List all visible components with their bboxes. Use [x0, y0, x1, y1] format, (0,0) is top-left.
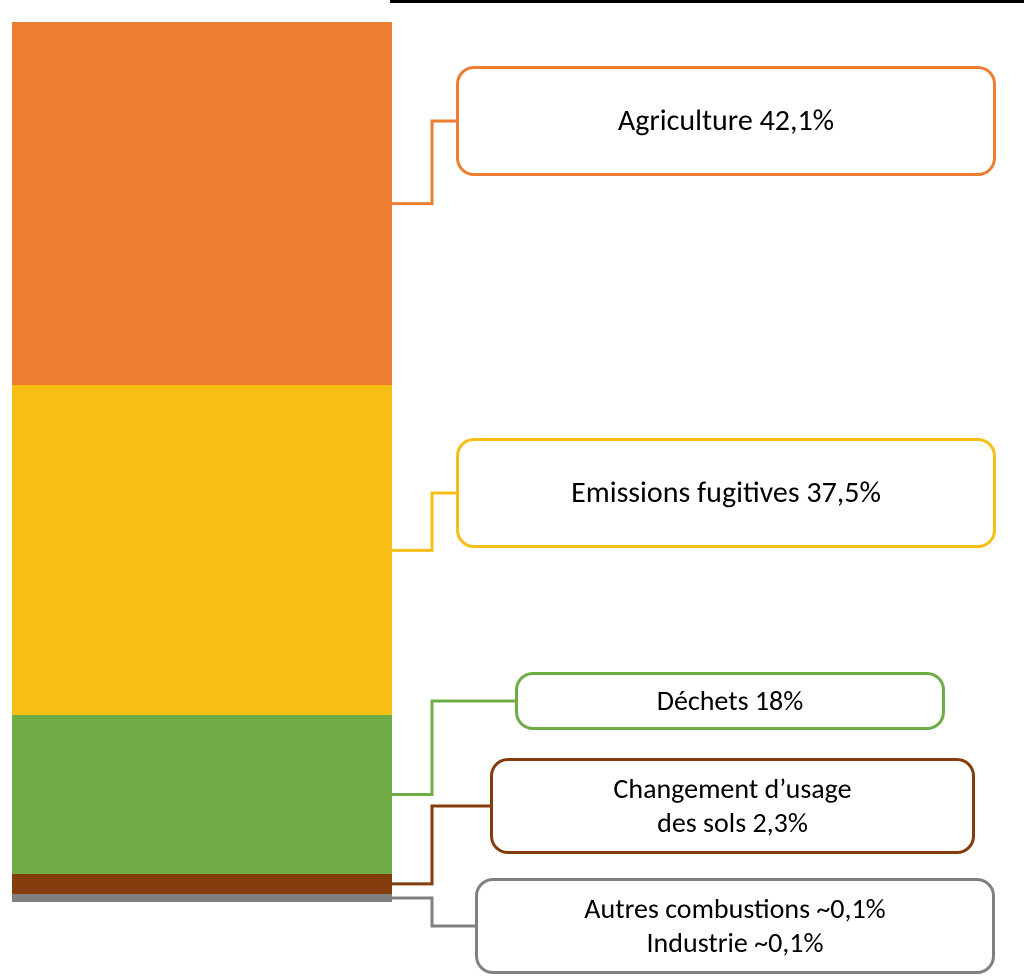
callout-label-agriculture: Agriculture 42,1% — [618, 103, 834, 139]
callout-dechets: Déchets 18% — [515, 672, 945, 730]
connector-fugitive — [390, 491, 458, 552]
callout-agriculture: Agriculture 42,1% — [456, 66, 996, 176]
callout-label-sols: Changement d’usagedes sols 2,3% — [613, 772, 851, 839]
callout-label-fugitive: Emissions fugitives 37,5% — [571, 475, 881, 511]
callout-sols: Changement d’usagedes sols 2,3% — [490, 758, 975, 854]
page-top-rule — [390, 0, 1024, 3]
callout-label-autres: Autres combustions ~0,1%Industrie ~0,1% — [584, 892, 885, 959]
bar-segment-autres — [12, 894, 392, 902]
bar-segment-sols — [12, 874, 392, 894]
connector-sols — [390, 804, 492, 886]
bar-segment-fugitive — [12, 385, 392, 715]
callout-autres: Autres combustions ~0,1%Industrie ~0,1% — [475, 878, 995, 974]
connector-agriculture — [390, 119, 458, 206]
bar-segment-dechets — [12, 715, 392, 873]
connector-autres — [390, 896, 477, 928]
bar-segment-agriculture — [12, 22, 392, 385]
callout-label-dechets: Déchets 18% — [657, 684, 804, 718]
callout-fugitive: Emissions fugitives 37,5% — [456, 438, 996, 548]
